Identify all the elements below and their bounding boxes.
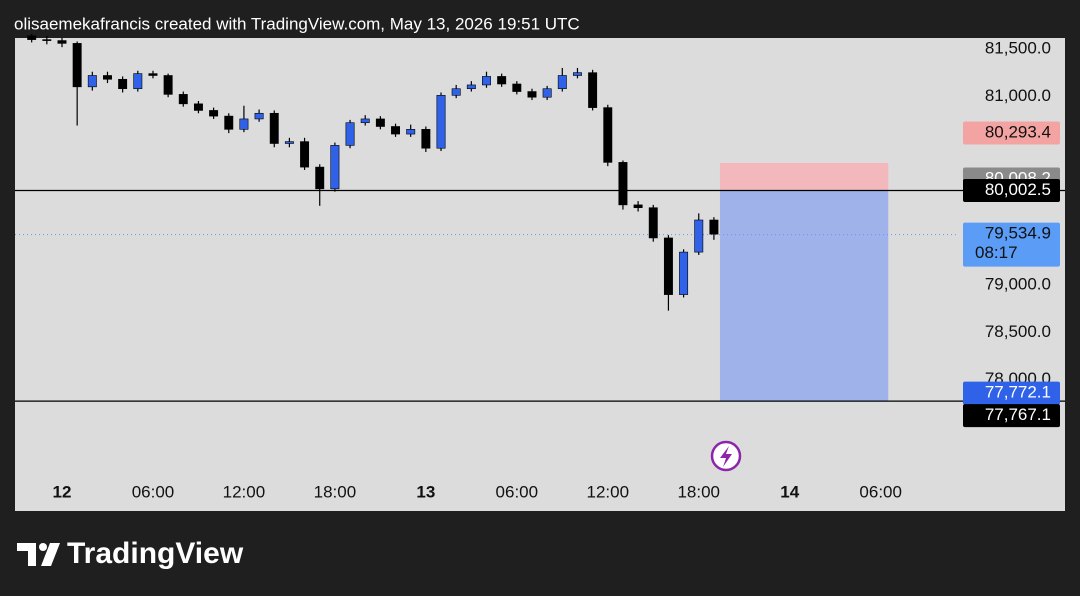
candle-body [345,122,355,146]
price-label: 80,002.5 [985,180,1051,199]
candle-body [527,91,537,98]
brand-name: TradingView [67,537,244,570]
plot: 81,500.081,000.079,000.078,500.078,000.0… [15,33,1065,501]
candle-body [254,112,264,120]
chart-panel [15,38,1065,511]
candle-body [588,72,598,108]
price-label: 79,534.9 [985,224,1051,243]
candle-body [436,95,446,149]
candle-body [512,83,522,92]
candle-body [406,129,416,135]
candle-body [193,103,203,111]
y-tick-label: 81,000.0 [985,86,1051,105]
price-label: 77,772.1 [985,383,1051,402]
candle-body [679,251,689,295]
brand-logo [17,543,60,566]
price-label: 77,767.1 [985,405,1051,424]
candle-body [300,141,310,168]
x-tick-label: 12:00 [223,482,266,501]
candle-body [482,76,491,86]
candle-body [42,39,52,41]
candle-body [497,76,507,85]
y-tick-label: 81,500.0 [985,39,1051,58]
x-tick-label: 06:00 [859,482,902,501]
candle-body [209,110,219,117]
x-tick-label: 18:00 [314,482,357,501]
candle-body [421,129,431,149]
candle-body [360,118,370,124]
price-label-box [963,381,1060,405]
price-label-box [963,178,1060,202]
candle-body [375,118,385,127]
candle-body [391,126,401,135]
y-tick-label: 79,000.0 [985,275,1051,294]
candle-body [663,237,673,295]
x-tick-label: 06:00 [132,482,175,501]
x-tick-label: 12 [53,482,72,501]
candle-body [709,219,719,235]
candle-body [133,73,143,90]
x-tick-label: 12:00 [587,482,630,501]
candle-body [648,207,658,239]
candle-body [618,162,628,206]
x-tick-label: 06:00 [496,482,539,501]
candle-body [633,204,643,209]
candle-body [87,75,97,88]
stop-zone [719,163,889,190]
candle-body [542,88,552,98]
candle-body [557,75,567,90]
x-tick-label: 18:00 [677,482,720,501]
candle-body [178,94,188,105]
candle-body [224,115,234,130]
target-zone [719,189,889,402]
candle-body [284,141,294,144]
price-label-box [963,121,1060,145]
candle-body [572,72,582,76]
candle-body [27,35,37,40]
candle-body [103,75,112,80]
price-label: 80,293.4 [985,122,1051,141]
y-tick-label: 78,500.0 [985,322,1051,341]
candle-body [603,107,613,163]
candle-body [57,40,67,44]
candle-body [118,78,128,90]
candle-body [269,112,279,144]
candle-body [315,166,325,190]
price-label-box [963,222,1060,267]
countdown-label: 08:17 [975,243,1018,262]
lightning-icon[interactable] [710,440,742,472]
candle-body [239,118,249,130]
price-label-box [963,404,1060,428]
x-tick-label: 13 [416,482,435,501]
candle-body [163,75,173,95]
candle-body [148,73,158,76]
header: olisaemekafrancis created with TradingVi… [14,14,580,33]
candle-body [72,43,82,88]
candle-body [451,88,461,96]
candle-body [694,219,704,253]
x-tick-label: 14 [780,482,799,501]
candle-body [466,84,476,90]
candle-body [330,145,340,190]
